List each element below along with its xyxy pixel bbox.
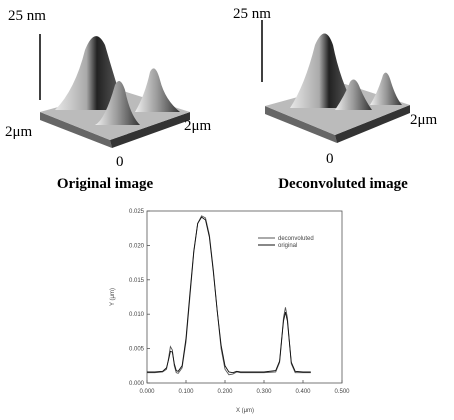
width-label: 2μm <box>184 118 212 134</box>
caption: Original image <box>57 176 154 192</box>
y-tick-label: 0.010 <box>129 312 145 318</box>
surface-deconvoluted <box>261 20 410 143</box>
origin-label: 0 <box>116 154 124 170</box>
x-tick-label: 0.400 <box>295 389 311 395</box>
depth-label: 2μm <box>5 124 33 140</box>
y-tick-label: 0.000 <box>129 381 145 387</box>
width-label: 2μm <box>410 112 438 128</box>
x-tick-label: 0.100 <box>178 389 194 395</box>
height-label: 25 nm <box>233 6 271 22</box>
x-tick-label: 0.300 <box>256 389 272 395</box>
legend-label: deconvoluted <box>278 236 314 242</box>
x-tick-label: 0.000 <box>139 389 155 395</box>
x-axis-label: X (μm) <box>236 408 254 414</box>
origin-label: 0 <box>326 151 334 167</box>
x-tick-label: 0.200 <box>217 389 233 395</box>
x-tick-label: 0.500 <box>334 389 350 395</box>
legend-label: original <box>278 243 297 249</box>
y-tick-label: 0.025 <box>129 209 145 215</box>
caption: Deconvoluted image <box>278 176 408 192</box>
y-tick-label: 0.020 <box>129 243 145 249</box>
y-axis-label: Y (μm) <box>110 288 116 306</box>
y-tick-label: 0.005 <box>129 347 145 353</box>
data-line <box>147 216 311 374</box>
y-tick-label: 0.015 <box>129 278 145 284</box>
height-label: 25 nm <box>8 8 46 24</box>
plot-frame <box>146 210 343 384</box>
surface-original <box>39 34 190 148</box>
